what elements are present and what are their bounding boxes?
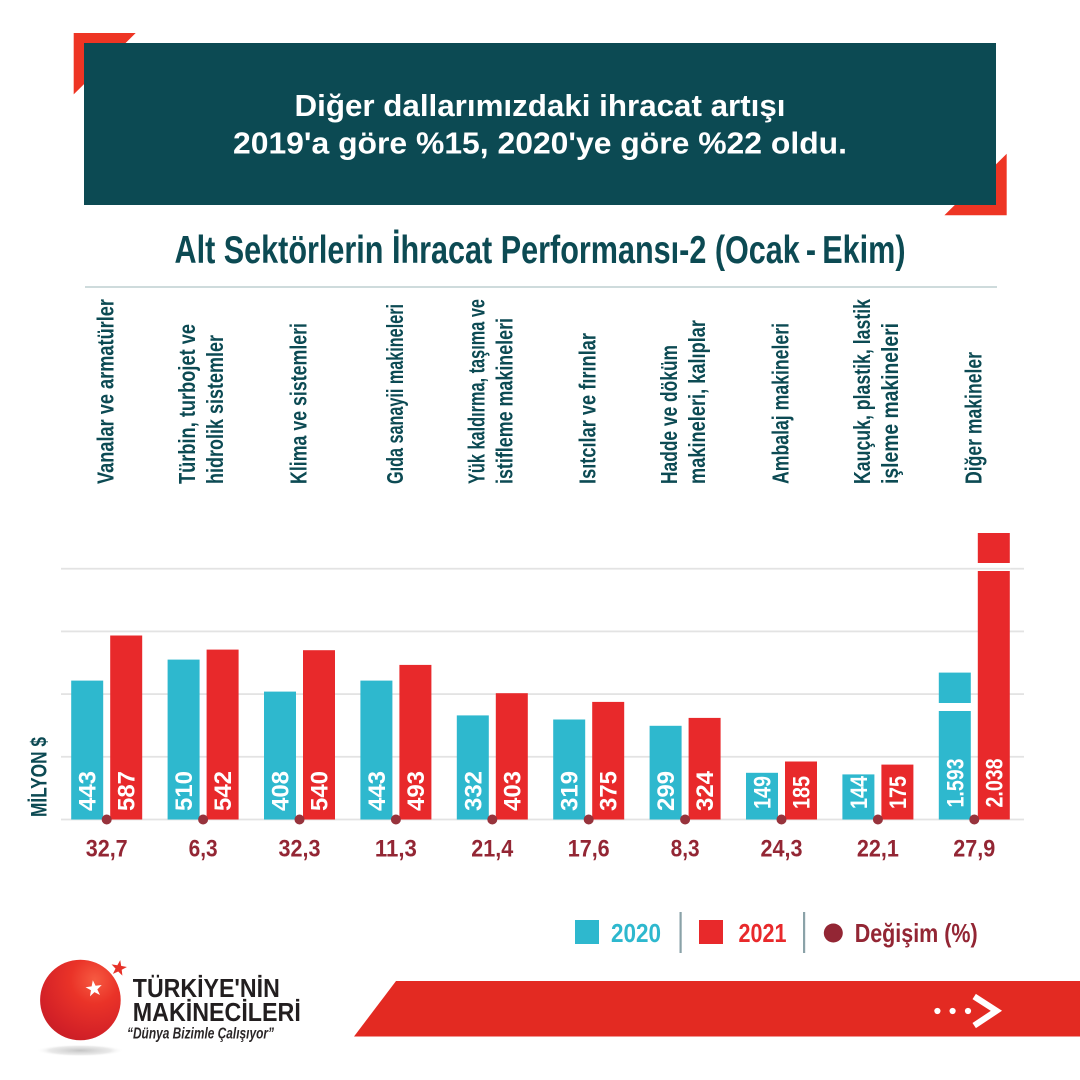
svg-text:2020: 2020 [611,918,661,948]
svg-text:Alt Sektörlerin İhracat Perfor: Alt Sektörlerin İhracat Performansı-2 (O… [175,229,906,272]
svg-text:Klima ve sistemleri: Klima ve sistemleri [286,323,312,484]
svg-text:Diğer dallarımızdaki ihracat a: Diğer dallarımızdaki ihracat artışı [295,88,786,123]
svg-text:299: 299 [653,771,680,811]
svg-text:6,3: 6,3 [189,835,218,862]
svg-text:Hadde ve döküm: Hadde ve döküm [656,345,682,484]
svg-text:2021: 2021 [739,918,787,948]
svg-text:istifleme makineleri: istifleme makineleri [491,318,517,484]
svg-text:MAKİNECİLERİ: MAKİNECİLERİ [133,997,301,1027]
svg-text:443: 443 [364,771,391,811]
svg-text:587: 587 [114,771,141,811]
svg-text:Vanalar ve armatürler: Vanalar ve armatürler [93,299,119,484]
svg-text:Gıda sanayii makineleri: Gıda sanayii makineleri [382,304,408,484]
svg-text:175: 175 [885,776,912,809]
svg-text:Yük kaldırma, taşıma ve: Yük kaldırma, taşıma ve [463,299,489,484]
svg-text:403: 403 [499,771,526,811]
svg-text:408: 408 [268,771,295,811]
svg-text:1.593: 1.593 [942,759,969,808]
svg-text:8,3: 8,3 [671,835,700,862]
svg-text:149: 149 [750,776,777,809]
svg-text:Diğer makineler: Diğer makineler [960,352,986,484]
svg-text:324: 324 [692,770,719,811]
svg-text:hidrolik sistemler: hidrolik sistemler [202,335,228,484]
svg-text:17,6: 17,6 [568,835,610,862]
svg-text:332: 332 [460,771,487,811]
svg-text:542: 542 [210,771,237,811]
svg-text:540: 540 [307,771,334,811]
svg-text:makineleri, kalıplar: makineleri, kalıplar [684,320,710,484]
svg-text:Ambalaj makineleri: Ambalaj makineleri [768,323,794,484]
svg-text:24,3: 24,3 [761,835,803,862]
svg-text:MİLYON $: MİLYON $ [27,737,52,817]
svg-text:144: 144 [846,775,873,809]
svg-text:375: 375 [596,771,623,811]
svg-text:Isıtcılar ve fırınlar: Isıtcılar ve fırınlar [575,333,601,484]
svg-text:11,3: 11,3 [375,835,417,862]
svg-text:32,7: 32,7 [86,835,128,862]
svg-text:Türbin, turbojet ve: Türbin, turbojet ve [174,324,200,484]
svg-text:32,3: 32,3 [279,835,321,862]
svg-text:443: 443 [75,771,102,811]
svg-text:TÜRKİYE'NİN: TÜRKİYE'NİN [133,973,280,1003]
svg-text:510: 510 [171,771,198,811]
svg-text:2.038: 2.038 [981,759,1008,808]
svg-text:493: 493 [403,771,430,811]
svg-text:22,1: 22,1 [857,835,899,862]
svg-text:27,9: 27,9 [953,835,995,862]
svg-text:Kauçuk, plastik, lastik: Kauçuk, plastik, lastik [849,298,875,484]
svg-text:319: 319 [557,771,584,811]
svg-text:2019'a göre %15, 2020'ye göre: 2019'a göre %15, 2020'ye göre %22 oldu. [233,126,847,161]
svg-text:“Dünya Bizimle Çalışıyor”: “Dünya Bizimle Çalışıyor” [127,1026,274,1043]
svg-text:işleme makineleri: işleme makineleri [877,323,903,484]
svg-text:Değişim (%): Değişim (%) [855,918,978,948]
svg-text:21,4: 21,4 [471,835,514,862]
svg-text:185: 185 [789,776,816,809]
